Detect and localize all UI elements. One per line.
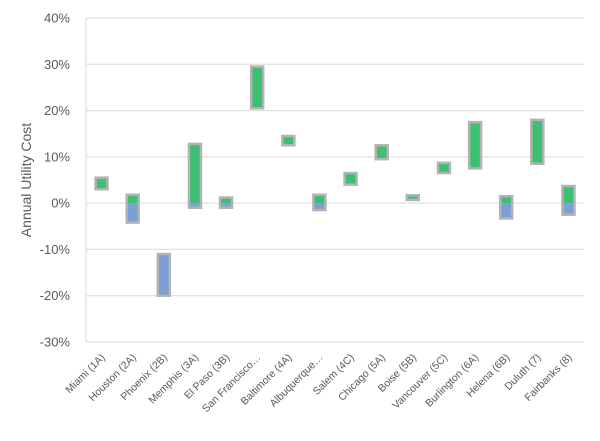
range-bar-4 — [218, 196, 234, 210]
range-bar-10 — [405, 194, 421, 202]
range-bar-negative — [188, 203, 201, 208]
range-bar-negative — [220, 203, 233, 208]
range-bar-2 — [156, 252, 172, 297]
range-bar-positive — [95, 177, 108, 190]
range-bar-outline — [218, 196, 234, 210]
y-tick-label: 20% — [44, 103, 70, 118]
range-bar-outline — [374, 144, 389, 161]
y-tick-label: -10% — [40, 242, 71, 257]
range-bar-positive — [126, 194, 139, 204]
x-tick-labels: Miami (1A)Houston (2A)Phoenix (2B)Memphi… — [63, 352, 574, 415]
range-bar-positive — [562, 186, 575, 204]
range-bar-15 — [561, 184, 576, 216]
y-tick-label: 30% — [44, 57, 70, 72]
range-bar-positive — [531, 119, 544, 164]
range-bar-outline — [156, 252, 172, 297]
x-tick-label: Vancouver (5C) — [390, 352, 450, 412]
range-bar-outline — [125, 193, 140, 224]
range-bar-13 — [498, 194, 514, 220]
range-bar-positive — [437, 162, 450, 174]
y-tick-labels: -30% -20% -10% 0% 10% 20% 30% 40% — [40, 11, 71, 350]
y-tick-label: 0% — [51, 196, 70, 211]
range-bar-5 — [249, 65, 265, 110]
range-bar-outline — [94, 176, 109, 191]
y-tick-label: -20% — [40, 288, 71, 303]
range-bar-14 — [530, 118, 545, 166]
range-bar-negative — [562, 203, 575, 215]
range-bar-8 — [343, 171, 358, 186]
y-tick-label: -30% — [40, 335, 71, 350]
range-bar-negative — [313, 203, 326, 211]
range-bar-outline — [436, 161, 452, 175]
range-bar-outline — [312, 193, 327, 212]
range-bar-positive — [375, 145, 388, 160]
y-axis-label: Annual Utility Cost — [18, 123, 34, 237]
range-bar-outline — [281, 134, 296, 147]
range-bar-9 — [374, 144, 389, 161]
range-bar-outline — [249, 65, 265, 110]
range-bar-positive — [282, 136, 295, 146]
y-tick-label: 40% — [44, 11, 70, 26]
range-bar-positive — [313, 194, 326, 204]
range-bar-outline — [561, 184, 576, 216]
range-bar-outline — [498, 194, 514, 220]
range-bar-positive — [344, 173, 357, 185]
range-bar-positive — [220, 197, 233, 204]
range-bar-1 — [125, 193, 140, 224]
range-bar-0 — [94, 176, 109, 191]
range-bar-6 — [281, 134, 296, 147]
range-bar-11 — [436, 161, 452, 175]
range-bar-outline — [187, 142, 203, 210]
range-bar-positive — [469, 122, 482, 169]
range-bar-positive — [500, 196, 513, 204]
range-bar-positive — [251, 66, 264, 109]
y-tick-label: 10% — [44, 149, 70, 164]
range-bar-outline — [467, 120, 483, 170]
range-bar-12 — [467, 120, 483, 170]
range-bar-3 — [187, 142, 203, 210]
range-bar-negative — [126, 203, 139, 223]
range-bar-outline — [530, 118, 545, 166]
range-bar-outline — [343, 171, 358, 186]
range-bar-positive — [406, 195, 419, 200]
range-bar-negative — [500, 203, 513, 219]
range-bar-outline — [405, 194, 421, 202]
range-bar-negative — [157, 254, 170, 296]
range-bar-7 — [312, 193, 327, 212]
range-bar-positive — [188, 143, 201, 204]
range-bars — [94, 65, 576, 297]
